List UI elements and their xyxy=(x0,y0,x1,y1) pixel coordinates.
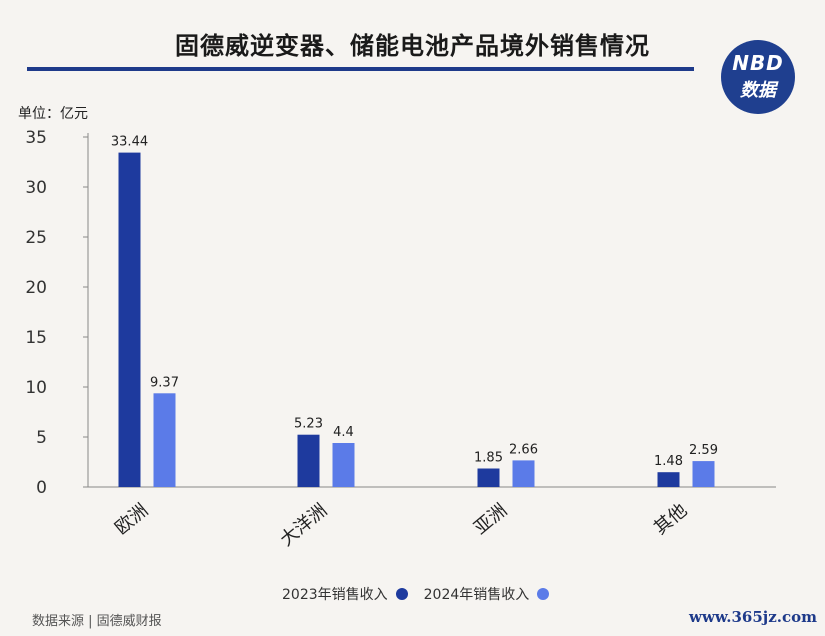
bar-2023 xyxy=(657,472,680,487)
y-tick-label: 35 xyxy=(25,128,47,148)
legend-item-2024: 2024年销售收入 xyxy=(424,584,550,604)
legend-item-2023: 2023年销售收入 xyxy=(282,584,408,604)
y-tick-label: 20 xyxy=(25,278,47,298)
data-source: 数据来源 | 固德威财报 xyxy=(32,614,162,629)
unit-label: 单位：亿元 xyxy=(18,106,88,122)
x-tick-label: 亚洲 xyxy=(470,500,511,539)
data-label: 9.37 xyxy=(150,375,179,390)
legend-label-2024: 2024年销售收入 xyxy=(423,587,530,603)
data-label: 2.59 xyxy=(689,443,718,458)
legend-label-2023: 2023年销售收入 xyxy=(282,587,388,603)
chart-bars xyxy=(118,152,715,487)
data-label: 1.48 xyxy=(654,454,683,469)
bar-2024 xyxy=(332,443,355,487)
site-watermark: www.365jz.com xyxy=(689,608,817,626)
data-label: 33.44 xyxy=(111,135,148,150)
bar-2023 xyxy=(118,152,141,487)
nbd-logo: NBD 数据 xyxy=(721,40,795,114)
y-tick-label: 25 xyxy=(25,228,47,248)
chart-axes: 0 5 10 15 20 25 30 35 xyxy=(25,128,776,498)
data-label: 1.85 xyxy=(474,451,503,466)
y-tick-label: 15 xyxy=(25,328,47,348)
x-tick-label: 其他 xyxy=(650,500,691,539)
bar-2024 xyxy=(512,460,535,487)
bar-2024 xyxy=(153,393,176,487)
x-tick-label: 大洋洲 xyxy=(276,500,331,551)
bar-2023 xyxy=(477,468,500,487)
data-label: 5.23 xyxy=(294,417,323,432)
chart-title: 固德威逆变器、储能电池产品境外销售情况 xyxy=(175,32,650,60)
legend-swatch-2023 xyxy=(395,588,408,600)
y-tick-label: 30 xyxy=(25,178,47,198)
bar-2023 xyxy=(297,434,320,487)
bar-2024 xyxy=(692,461,715,487)
x-tick-label: 欧洲 xyxy=(111,500,152,539)
title-underline xyxy=(27,67,694,71)
data-label: 4.4 xyxy=(333,425,354,440)
chart-labels: 33.44 9.37 欧洲 5.23 4.4 大洋洲 1.85 2.66 亚洲 1.48 2.59 其… xyxy=(111,135,718,551)
y-tick-label: 10 xyxy=(25,378,47,398)
legend: 2023年销售收入 2024年销售收入 xyxy=(282,584,565,604)
logo-text-top: NBD xyxy=(732,51,784,75)
logo-text-bottom: 数据 xyxy=(740,80,776,101)
y-tick-label: 5 xyxy=(36,428,47,448)
y-tick-label: 0 xyxy=(36,478,47,498)
legend-swatch-2024 xyxy=(537,588,550,600)
data-label: 2.66 xyxy=(509,442,538,457)
